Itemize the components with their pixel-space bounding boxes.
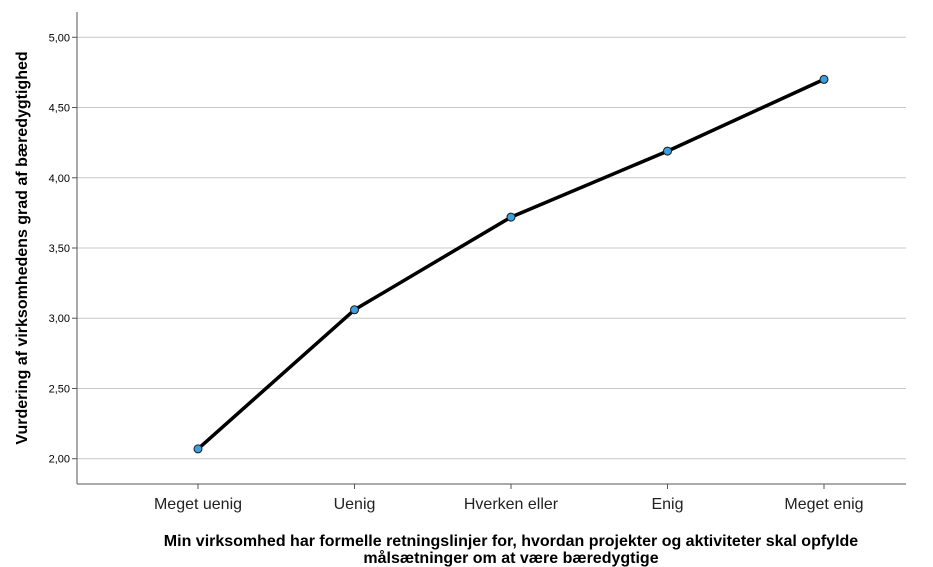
series-line [196,77,826,451]
x-tick-label: Uenig [334,496,376,513]
data-point [350,305,359,315]
y-tick-label: 2,00 [49,454,70,466]
x-tick-label: Meget uenig [154,496,242,513]
y-tick-label: 4,00 [49,173,70,185]
x-axis-title-line-1: Min virksomhed har formelle retningslinj… [164,533,859,550]
data-point [506,212,516,222]
y-tick-label: 5,00 [49,32,70,44]
x-tick-label: Enig [651,496,683,513]
x-axis-title-line-2: målsætninger om at være bæredygtige [363,549,658,567]
y-tick-label: 3,50 [49,243,70,255]
data-point [819,74,829,84]
gridlines [77,36,906,460]
y-axis-ticks: 2,00 2,50 3,00 3,50 4,00 4,50 5,00 [49,32,77,466]
x-tick-label: Hverken eller [464,496,559,513]
y-tick-label: 4,50 [49,103,70,115]
x-tick-label: Meget enig [784,496,863,513]
y-tick-label: 3,00 [49,313,70,325]
data-points [193,74,829,454]
data-point [193,444,203,454]
y-axis-title: Vurdering af virksomhedens grad af bæred… [14,51,31,444]
y-tick-label: 2,50 [49,383,70,395]
x-axis-ticks: Meget uenig Uenig Hverken eller Enig Meget e… [154,484,864,513]
data-point [663,146,672,156]
